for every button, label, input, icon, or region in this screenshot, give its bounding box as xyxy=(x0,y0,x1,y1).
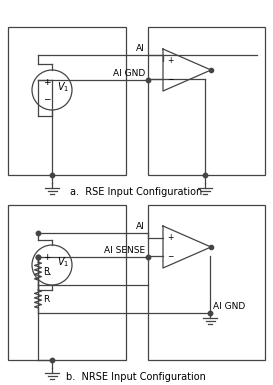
Text: AI SENSE: AI SENSE xyxy=(104,246,145,255)
Text: +: + xyxy=(43,253,51,262)
Bar xyxy=(148,27,265,175)
Bar xyxy=(8,27,126,175)
Text: a.  RSE Input Configuration: a. RSE Input Configuration xyxy=(70,187,202,197)
Text: +: + xyxy=(167,56,173,65)
Text: AI: AI xyxy=(136,44,145,53)
Text: −: − xyxy=(43,94,51,103)
Text: AI: AI xyxy=(136,222,145,231)
Text: −: − xyxy=(167,252,173,261)
Text: −: − xyxy=(43,269,51,278)
Text: +: + xyxy=(167,233,173,242)
Text: AI GND: AI GND xyxy=(113,69,145,78)
Text: AI GND: AI GND xyxy=(213,302,245,311)
Bar xyxy=(148,205,265,360)
Text: R: R xyxy=(43,295,49,303)
Text: +: + xyxy=(43,78,51,87)
Text: $V_1$: $V_1$ xyxy=(57,80,69,94)
Text: b.  NRSE Input Configuration: b. NRSE Input Configuration xyxy=(66,372,206,382)
Text: $V_1$: $V_1$ xyxy=(57,255,69,269)
Bar xyxy=(8,205,126,360)
Text: R: R xyxy=(43,266,49,276)
Text: −: − xyxy=(167,75,173,84)
